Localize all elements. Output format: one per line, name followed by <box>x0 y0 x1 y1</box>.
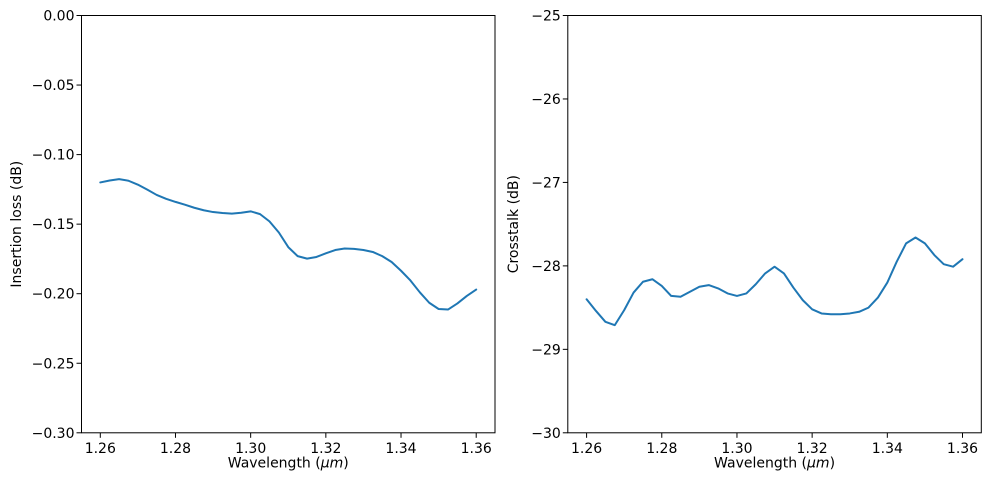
x-tick-label: 1.34 <box>872 441 903 457</box>
crosstalk-plot: 1.26 1.28 1.30 1.32 1.34 1.36 −25 −26 −27 −28 −29 −… <box>506 9 982 471</box>
y-tick-label: −0.20 <box>32 287 75 303</box>
crosstalk-curve <box>585 236 964 327</box>
x-axis-label: Wavelength (μm) <box>228 455 349 471</box>
y-tick-label: −0.05 <box>32 78 75 94</box>
y-tick-label: −28 <box>531 259 561 275</box>
axes-spines <box>81 15 496 434</box>
y-tick-label: 0.00 <box>43 9 74 25</box>
x-axis-label: Wavelength (μm) <box>714 455 835 471</box>
y-tick-label: −29 <box>531 342 561 358</box>
insertion-loss-plot: 1.26 1.28 1.30 1.32 1.34 1.36 0.00 −0.05 −0.10 −0… <box>9 9 496 471</box>
x-tick-label: 1.28 <box>646 441 677 457</box>
y-tick-label: −30 <box>531 426 561 442</box>
x-tick-label: 1.32 <box>310 441 341 457</box>
x-tick-label: 1.26 <box>571 441 602 457</box>
y-tick-label: −25 <box>531 9 561 25</box>
axes-area <box>567 15 982 433</box>
y-tick-label: −0.30 <box>32 426 75 442</box>
y-tick-label: −0.10 <box>32 148 75 164</box>
x-tick-label: 1.34 <box>385 441 416 457</box>
x-tick-label: 1.30 <box>235 441 266 457</box>
y-tick-label: −0.25 <box>32 356 75 372</box>
axes-spines <box>567 15 982 434</box>
x-tick-label: 1.26 <box>85 441 116 457</box>
x-tick-label: 1.36 <box>947 441 978 457</box>
y-axis-label: Insertion loss (dB) <box>9 161 25 288</box>
x-tick-label: 1.28 <box>160 441 191 457</box>
y-tick-label: −27 <box>531 175 561 191</box>
y-tick-label: −0.15 <box>32 217 75 233</box>
x-tick-label: 1.30 <box>721 441 752 457</box>
x-tick-label: 1.36 <box>461 441 492 457</box>
y-tick-label: −26 <box>531 92 561 108</box>
insertion-loss-curve <box>99 178 478 311</box>
y-axis-label: Crosstalk (dB) <box>506 175 522 273</box>
x-tick-label: 1.32 <box>797 441 828 457</box>
axes-area <box>81 15 495 433</box>
